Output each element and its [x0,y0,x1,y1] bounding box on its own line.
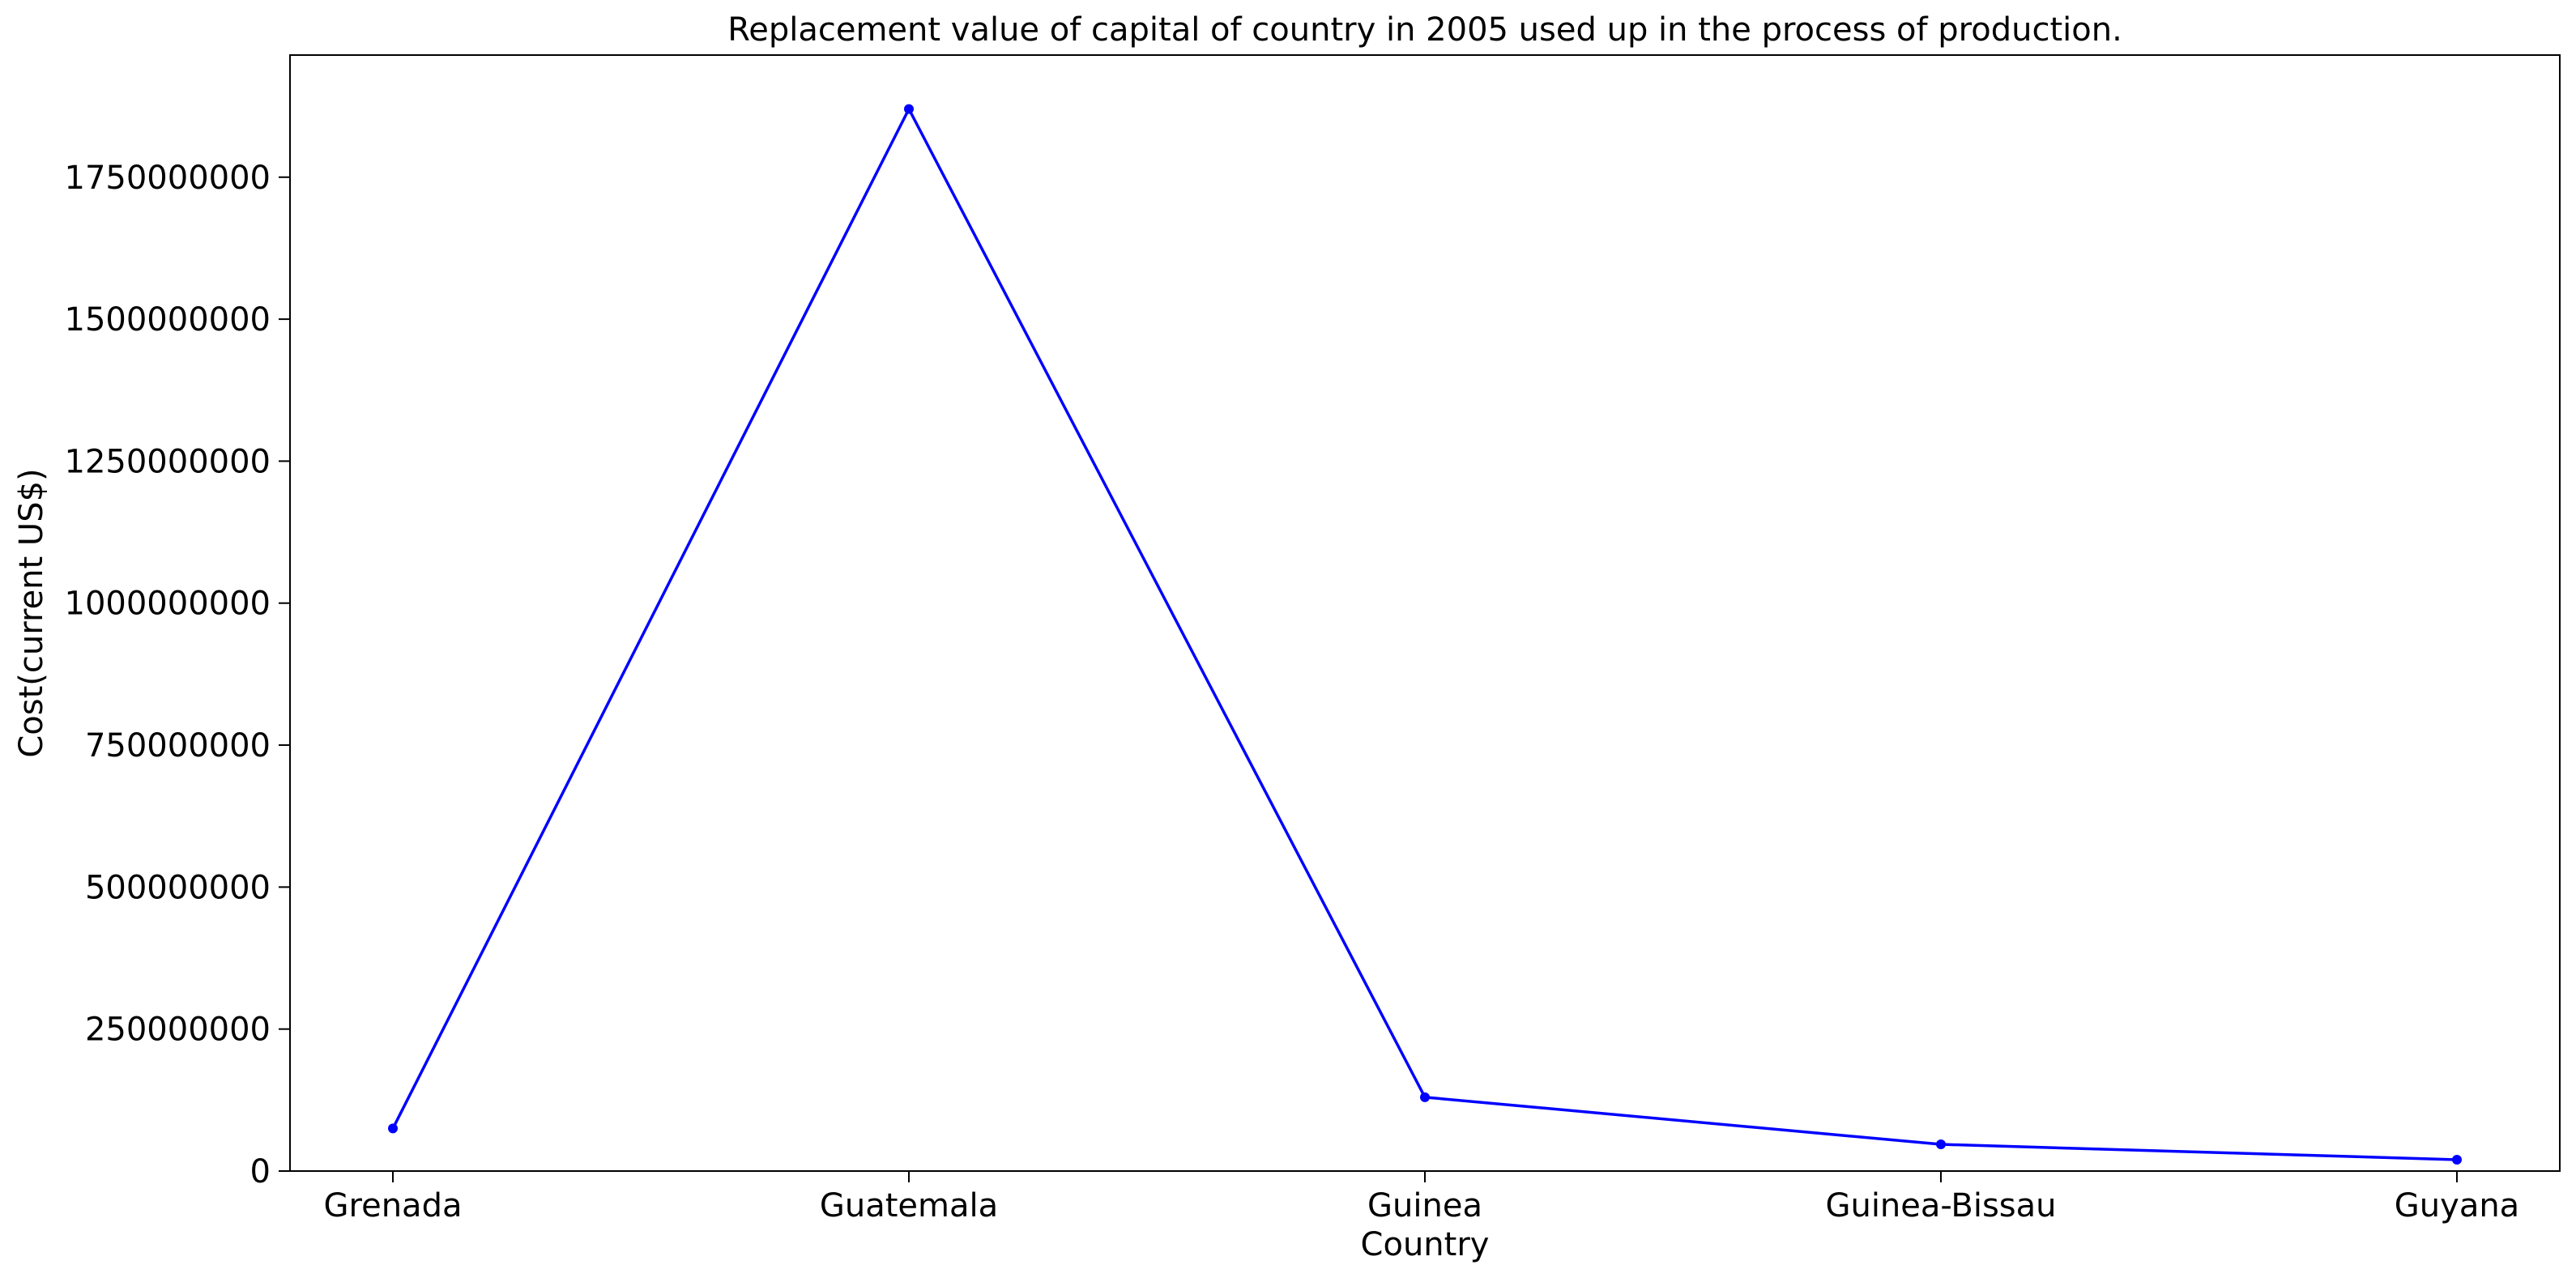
plot-area-frame [289,54,2561,1172]
data-point-grenada [388,1123,398,1134]
y-tick-label: 1500000000 [65,301,271,339]
x-tick-label: Grenada [324,1187,463,1225]
x-tick-label: Guatemala [820,1187,998,1225]
x-tick-label: Guyana [2395,1187,2519,1225]
x-axis-label: Country [1361,1226,1490,1263]
data-point-guyana [2452,1154,2462,1165]
data-point-guinea [1420,1092,1430,1102]
x-tick-label: Guinea-Bissau [1825,1187,2056,1225]
y-tick-label: 0 [250,1153,271,1190]
y-tick-label: 1000000000 [65,586,271,623]
y-tick-label: 250000000 [85,1012,271,1049]
x-tick-label: Guinea [1367,1187,1482,1225]
y-tick-label: 750000000 [85,727,271,765]
y-tick-label: 1250000000 [65,443,271,480]
y-tick-label: 500000000 [85,869,271,906]
y-tick-label: 1750000000 [65,160,271,197]
y-axis-ticks: 0 250000000 500000000 750000000 1000000000 12… [65,160,290,1190]
x-axis-ticks: Grenada Guatemala Guinea Guinea-Bissau Guyan… [324,1171,2519,1225]
data-point-guatemala [904,104,914,114]
data-point-guinea-bissau [1936,1139,1946,1150]
y-axis-label: Cost(current US$) [13,468,50,757]
chart-title: Replacement value of capital of country … [727,11,2122,49]
series-layer [388,104,2462,1165]
